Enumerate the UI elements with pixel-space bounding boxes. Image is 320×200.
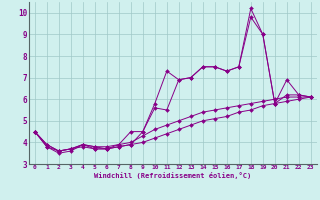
X-axis label: Windchill (Refroidissement éolien,°C): Windchill (Refroidissement éolien,°C) [94,172,252,179]
